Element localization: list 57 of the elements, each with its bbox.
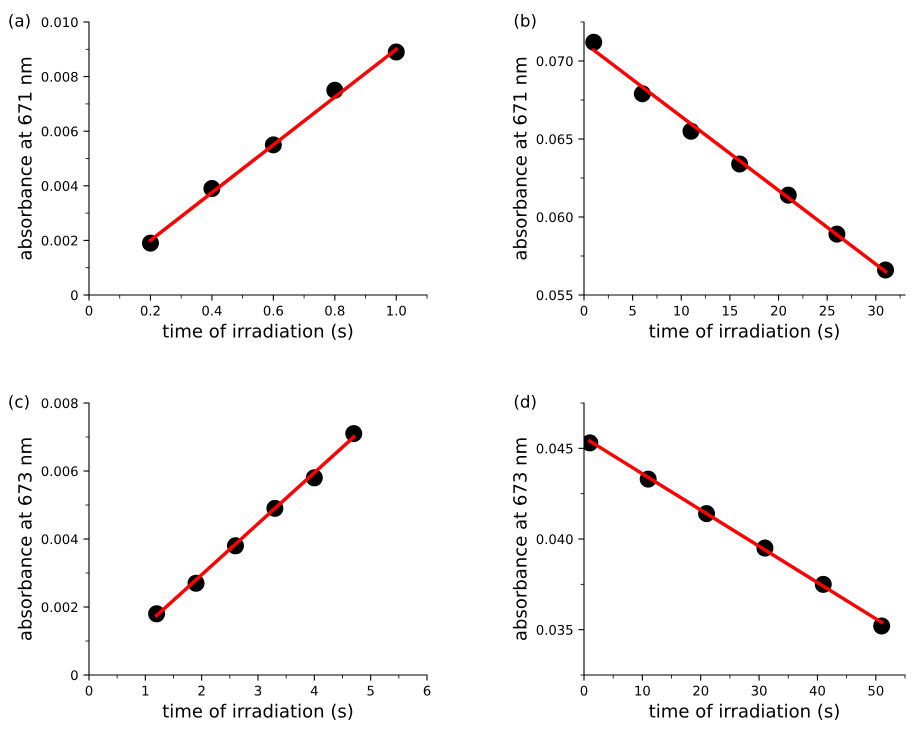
y-tick-label: 0.055: [536, 290, 572, 300]
x-axis-title: time of irradiation (s): [162, 704, 352, 720]
x-tick-label: 5: [629, 306, 636, 316]
y-tick-label: 0.060: [536, 212, 573, 222]
y-tick-label: 0.002: [42, 236, 78, 246]
y-tick-label: 0.008: [42, 72, 78, 82]
text: (d): [514, 394, 536, 410]
y-tick-label: 0.002: [42, 602, 78, 612]
y-tick-label: 0: [71, 670, 78, 680]
y-tick-label: 0.010: [42, 17, 78, 28]
x-tick-label: 0.6: [264, 306, 284, 316]
y-tick-label: 0: [71, 290, 78, 300]
x-tick-label: 10: [635, 686, 650, 696]
y-tick-label: 0.004: [42, 181, 78, 191]
x-axis-title: time of irradiation (s): [162, 324, 352, 340]
x-tick-label: 6: [424, 686, 430, 696]
x-tick-label: 0: [86, 306, 92, 316]
y-axis-title: absorbance at 671 nm: [18, 58, 32, 260]
x-tick-label: 30: [868, 306, 884, 316]
x-tick-label: 40: [810, 686, 825, 696]
x-tick-label: 0.4: [202, 306, 222, 316]
x-tick-label: 20: [693, 686, 708, 696]
x-tick-label: 2: [198, 686, 205, 696]
x-tick-label: 4: [310, 686, 318, 696]
x-tick-label: 50: [868, 686, 884, 696]
y-tick-label: 0.065: [536, 134, 572, 144]
x-tick-label: 5: [367, 686, 374, 696]
x-tick-label: 0: [580, 306, 588, 316]
y-tick-label: 0.008: [42, 398, 78, 408]
y-tick-label: 0.006: [42, 466, 78, 476]
x-tick-label: 0: [580, 686, 588, 696]
y-axis-title: absorbance at 671 nm: [512, 58, 527, 260]
y-tick-label: 0.040: [536, 534, 573, 544]
point: [585, 34, 602, 51]
x-tick-label: 10: [674, 306, 689, 316]
x-tick-label: 30: [752, 686, 767, 696]
y-axis-title: absorbance at 673 nm: [18, 438, 32, 640]
x-axis-title: time of irradiation (s): [649, 704, 839, 720]
text: (b): [514, 14, 536, 29]
x-tick-label: 15: [722, 306, 738, 316]
x-tick-label: 0: [86, 686, 92, 696]
y-axis-title: absorbance at 673 nm: [512, 438, 527, 640]
y-tick-label: 0.035: [536, 624, 572, 635]
x-tick-label: 0.2: [140, 306, 160, 316]
text: (c): [9, 394, 29, 410]
x-tick-label: 25: [820, 306, 834, 316]
x-tick-label: 1.0: [387, 306, 406, 316]
text: (a): [9, 14, 30, 29]
y-tick-label: 0.004: [42, 534, 78, 544]
y-tick-label: 0.006: [42, 126, 78, 136]
x-tick-label: 20: [771, 306, 786, 316]
x-tick-label: 3: [254, 686, 262, 696]
x-tick-label: 0.8: [325, 306, 344, 316]
y-tick-label: 0.045: [536, 444, 572, 454]
x-tick-label: 1: [142, 686, 148, 696]
y-tick-label: 0.070: [536, 56, 573, 66]
x-axis-title: time of irradiation (s): [649, 324, 839, 340]
